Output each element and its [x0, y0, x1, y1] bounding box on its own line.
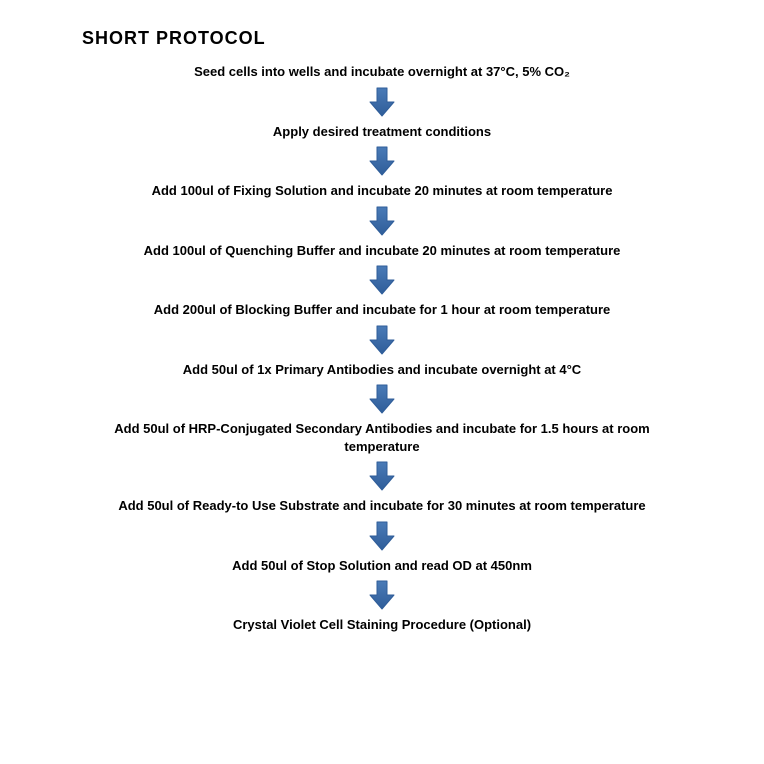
down-arrow-icon	[367, 145, 397, 177]
protocol-step: Apply desired treatment conditions	[263, 123, 501, 141]
down-arrow-icon	[367, 86, 397, 118]
down-arrow-icon	[367, 264, 397, 296]
down-arrow-icon	[367, 520, 397, 552]
protocol-step: Add 50ul of HRP-Conjugated Secondary Ant…	[92, 420, 672, 455]
page: SHORT PROTOCOL Seed cells into wells and…	[0, 0, 764, 634]
protocol-step: Add 200ul of Blocking Buffer and incubat…	[144, 301, 621, 319]
protocol-step: Add 100ul of Fixing Solution and incubat…	[142, 182, 623, 200]
down-arrow-icon	[367, 324, 397, 356]
down-arrow-icon	[367, 579, 397, 611]
down-arrow-icon	[367, 460, 397, 492]
protocol-step: Seed cells into wells and incubate overn…	[184, 63, 580, 81]
protocol-flow: Seed cells into wells and incubate overn…	[0, 63, 764, 634]
protocol-step: Add 100ul of Quenching Buffer and incuba…	[134, 242, 631, 260]
down-arrow-icon	[367, 205, 397, 237]
protocol-step: Add 50ul of 1x Primary Antibodies and in…	[173, 361, 591, 379]
protocol-step: Add 50ul of Ready-to Use Substrate and i…	[108, 497, 655, 515]
down-arrow-icon	[367, 383, 397, 415]
protocol-step: Add 50ul of Stop Solution and read OD at…	[222, 557, 542, 575]
protocol-title: SHORT PROTOCOL	[82, 28, 764, 49]
protocol-step: Crystal Violet Cell Staining Procedure (…	[223, 616, 541, 634]
